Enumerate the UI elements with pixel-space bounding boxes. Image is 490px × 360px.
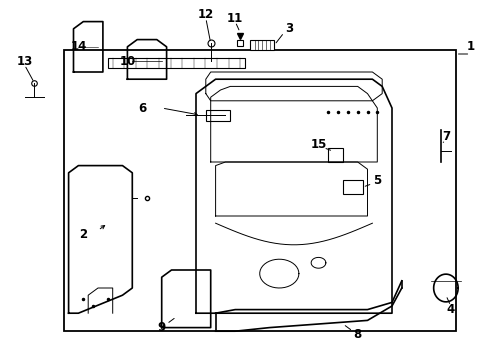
Text: 11: 11 [227, 12, 244, 24]
Text: 12: 12 [197, 8, 214, 21]
Text: 13: 13 [16, 55, 33, 68]
Bar [328, 148, 343, 162]
Text: 14: 14 [70, 40, 87, 53]
Bar [108, 58, 245, 68]
Text: 4: 4 [447, 303, 455, 316]
Text: 7: 7 [442, 130, 450, 143]
Bar [250, 40, 274, 50]
Text: 5: 5 [373, 174, 381, 186]
Text: 3: 3 [285, 22, 293, 35]
Text: 10: 10 [119, 55, 136, 68]
Text: 2: 2 [79, 228, 87, 240]
Text: 1: 1 [466, 40, 474, 53]
Bar [206, 110, 230, 121]
Bar [343, 180, 363, 194]
Text: 6: 6 [138, 102, 146, 114]
Text: 15: 15 [310, 138, 327, 150]
Text: 8: 8 [354, 328, 362, 341]
Bar [64, 50, 456, 331]
Text: 9: 9 [158, 321, 166, 334]
